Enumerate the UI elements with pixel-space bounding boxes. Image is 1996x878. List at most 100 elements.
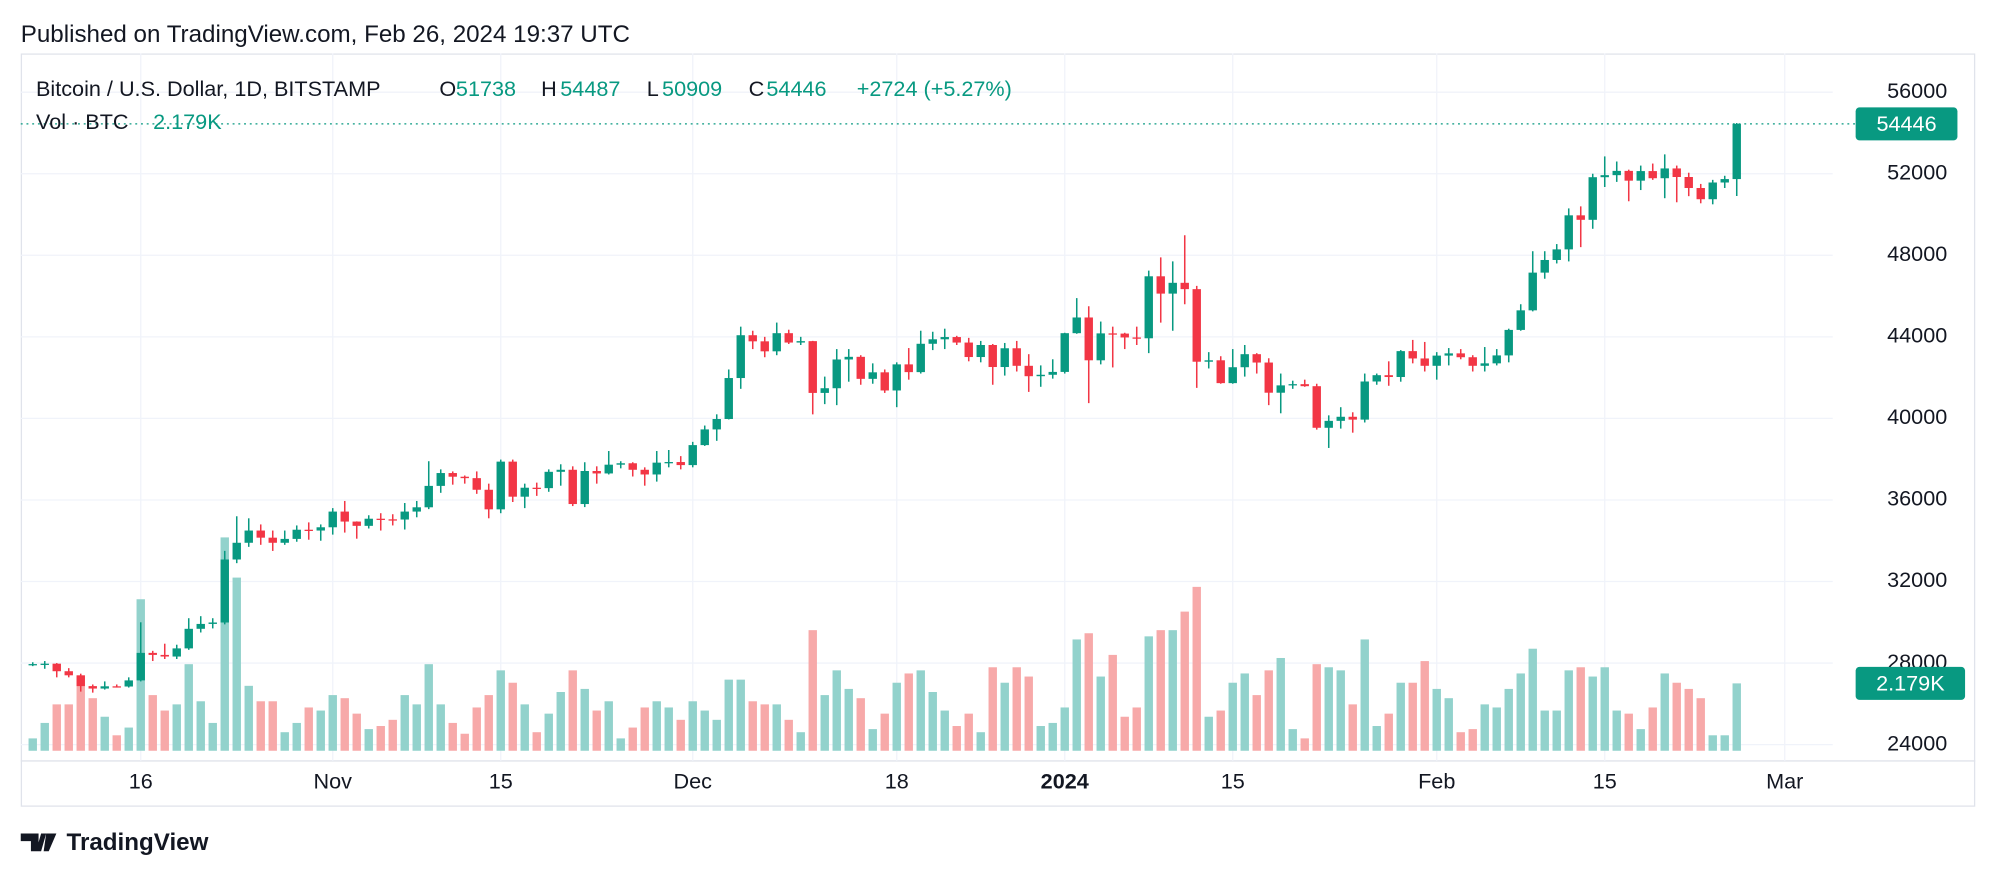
candle-body xyxy=(472,478,481,490)
volume-bar xyxy=(1204,716,1213,751)
x-tick-label: Feb xyxy=(1418,768,1455,793)
volume-bar xyxy=(1720,735,1729,751)
candle-body xyxy=(976,345,985,358)
candle-body xyxy=(352,521,361,526)
x-tick-label: 15 xyxy=(489,768,513,793)
volume-bar xyxy=(256,701,265,751)
candle-body xyxy=(1084,317,1093,361)
candle-body xyxy=(724,378,733,420)
price-badge-label: 54446 xyxy=(1876,111,1936,136)
candle-body xyxy=(208,622,217,624)
candle-body xyxy=(124,680,133,687)
volume-bar xyxy=(820,695,829,751)
candle-body xyxy=(1204,360,1213,362)
volume-bar xyxy=(496,670,505,751)
ohlc-label: O xyxy=(439,76,456,101)
volume-bar xyxy=(568,670,577,751)
volume-bar xyxy=(340,698,349,751)
candle-body xyxy=(340,511,349,522)
y-tick-label: 24000 xyxy=(1887,730,1947,755)
volume-bar xyxy=(844,688,853,751)
logo: TradingView xyxy=(20,829,209,856)
candle-body xyxy=(1492,355,1501,364)
volume-bar xyxy=(1684,688,1693,751)
volume-bar xyxy=(1516,673,1525,751)
volume-value: 2.179K xyxy=(153,109,222,134)
candle-body xyxy=(1096,333,1105,361)
candle-body xyxy=(1180,282,1189,290)
volume-bar xyxy=(628,727,637,751)
candle-body xyxy=(1540,259,1549,273)
volume-bar xyxy=(760,704,769,751)
volume-bar xyxy=(1456,732,1465,751)
candle-body xyxy=(460,476,469,479)
volume-bar xyxy=(1732,683,1741,751)
y-tick-label: 40000 xyxy=(1887,404,1947,429)
candle-body xyxy=(508,461,517,497)
volume-bar xyxy=(856,698,865,751)
volume-bar xyxy=(1708,735,1717,751)
volume-bar xyxy=(1360,639,1369,751)
volume-bar xyxy=(304,707,313,751)
volume-bar xyxy=(1240,673,1249,751)
x-tick-label: Nov xyxy=(314,768,353,793)
volume-bar xyxy=(1180,611,1189,751)
volume-bar xyxy=(880,713,889,751)
candle-body xyxy=(1720,179,1729,183)
volume-bar xyxy=(1312,664,1321,751)
volume-bar xyxy=(148,695,157,751)
candle-body xyxy=(760,341,769,352)
x-tick-label: 15 xyxy=(1221,768,1245,793)
x-tick-label: 15 xyxy=(1593,768,1617,793)
volume-bar xyxy=(124,727,133,751)
volume-bar xyxy=(772,704,781,751)
x-tick-label: Mar xyxy=(1766,768,1803,793)
candle-body xyxy=(1000,348,1009,368)
volume-bar xyxy=(1048,722,1057,751)
candle-body xyxy=(1444,353,1453,356)
volume-bar xyxy=(1216,710,1225,751)
candle-body xyxy=(232,542,241,560)
candle-body xyxy=(1408,351,1417,359)
candle-body xyxy=(76,675,85,687)
candle-body xyxy=(808,341,817,393)
candle-body xyxy=(952,337,961,343)
volume-bar xyxy=(556,692,565,751)
volume-bar xyxy=(1120,716,1129,751)
volume-bar xyxy=(664,707,673,751)
logo-icon xyxy=(20,833,57,852)
candle-body xyxy=(1612,170,1621,176)
volume-bar xyxy=(472,707,481,751)
volume-bar xyxy=(1324,667,1333,751)
candle-body xyxy=(616,463,625,465)
candle-body xyxy=(1468,357,1477,366)
chart-frame xyxy=(20,53,1976,807)
volume-bar xyxy=(1168,630,1177,751)
candle-body xyxy=(316,527,325,531)
volume-bar xyxy=(40,722,49,751)
volume-bar xyxy=(1660,673,1669,751)
y-tick-label: 48000 xyxy=(1887,241,1947,266)
volume-bar xyxy=(1492,707,1501,751)
candle-body xyxy=(1228,367,1237,384)
candle-body xyxy=(136,652,145,681)
candle-body xyxy=(244,530,253,543)
candle-body xyxy=(892,364,901,391)
volume-bar xyxy=(220,537,229,751)
volume-bar xyxy=(172,704,181,751)
symbol: Bitcoin / U.S. Dollar, 1D, BITSTAMP xyxy=(36,76,381,101)
candle-body xyxy=(1240,354,1249,368)
volume-bar xyxy=(700,710,709,751)
volume-bar xyxy=(1528,648,1537,751)
candle-body xyxy=(568,469,577,505)
volume-bar xyxy=(640,707,649,751)
volume-bar xyxy=(1432,688,1441,751)
brand: TradingView xyxy=(67,829,209,856)
candle-body xyxy=(556,469,565,472)
y-tick-label: 56000 xyxy=(1887,78,1947,103)
volume-bar xyxy=(1576,667,1585,751)
candle-body xyxy=(1456,353,1465,358)
candle-body xyxy=(280,538,289,543)
volume-bar xyxy=(1072,639,1081,751)
